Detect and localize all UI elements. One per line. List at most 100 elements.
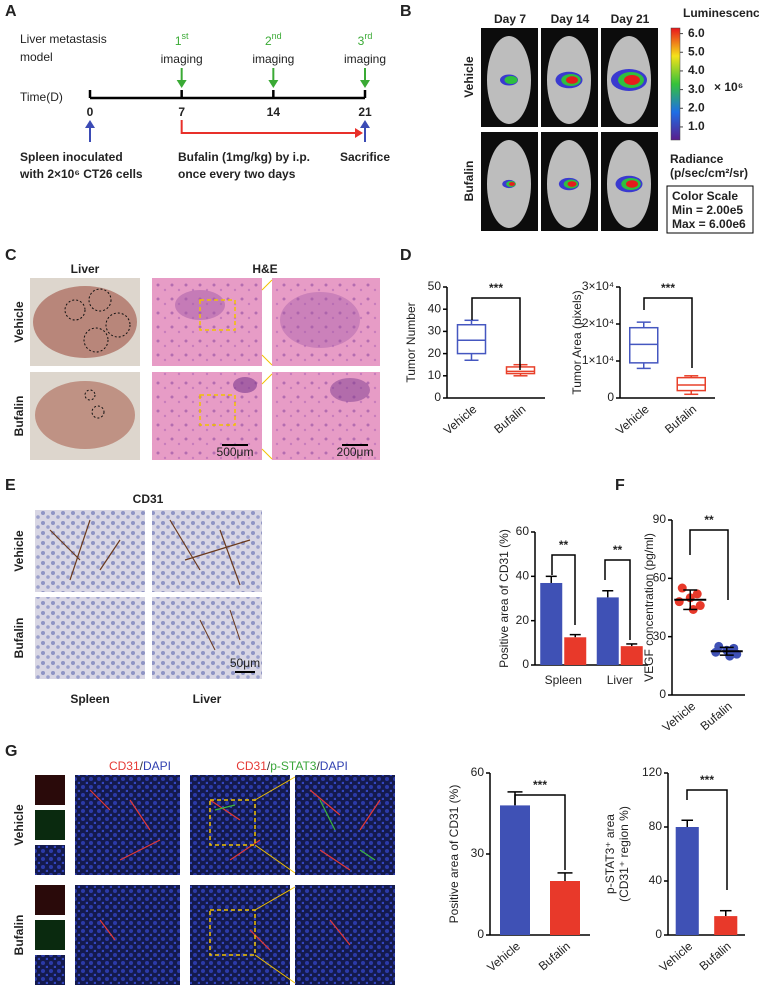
bar [564, 637, 587, 665]
he-images [152, 278, 380, 460]
bar [714, 916, 738, 935]
inoculation-text: Spleen inoculated [20, 150, 123, 164]
signal-core [509, 182, 515, 186]
y-tick-label: 0 [659, 687, 666, 701]
timeline-tick-label: 0 [87, 105, 94, 119]
image-title-part: p-STAT3 [270, 759, 317, 773]
significance-bracket [643, 297, 693, 368]
imaging-number: 1 [175, 34, 182, 48]
box [676, 376, 706, 392]
y-tick-label: 80 [649, 819, 663, 833]
scale-bar-label: 500μm [217, 445, 254, 459]
day-label: Day 14 [551, 12, 590, 26]
colorbar-title: Luminescence [683, 6, 759, 20]
x-tick-label: Vehicle [441, 402, 480, 438]
column-label: Liver [71, 262, 100, 276]
x-tick-label: Bufalin [662, 402, 699, 436]
colorbar [670, 27, 681, 141]
image-title-part: DAPI [143, 759, 171, 773]
imaging-label: 2nd [265, 31, 282, 48]
x-tick-label: Spleen [545, 673, 582, 687]
x-tick-label: Bufalin [536, 939, 573, 973]
treatment-text: once every two days [178, 167, 296, 181]
colorbar-tick-label: 6.0 [688, 26, 705, 40]
image-title-part: / [316, 759, 320, 773]
x-tick-label: Bufalin [697, 939, 734, 973]
significance-label: *** [700, 773, 714, 787]
event-arrowhead [85, 120, 95, 128]
imaging-text: imaging [252, 52, 294, 66]
box [629, 326, 659, 364]
day-label: Day 21 [611, 12, 650, 26]
y-tick-label: 0 [477, 927, 484, 941]
panel-label: C [5, 247, 17, 264]
colorbar-tick-label: 4.0 [688, 63, 705, 77]
y-tick-label: 20 [428, 346, 442, 360]
group-label: Bufalin [12, 618, 26, 659]
ihc-images [35, 510, 262, 679]
y-tick-label: 60 [471, 765, 485, 779]
group-label: Vehicle [12, 804, 26, 846]
box [456, 323, 487, 355]
scale-box-text: Color Scale [672, 189, 738, 203]
y-tick-label: 2×10⁴ [582, 316, 614, 330]
colorbar-tick-label: 5.0 [688, 44, 705, 58]
y-axis-label: Positive area of CD31 (%) [447, 785, 461, 924]
x-tick-label: Vehicle [613, 402, 652, 438]
bar [596, 597, 619, 665]
panel-label: G [5, 743, 17, 760]
significance-label: ** [613, 543, 623, 557]
colorbar-tick-label: 2.0 [688, 100, 705, 114]
y-tick-label: 40 [516, 569, 530, 583]
group-label: Vehicle [12, 530, 26, 572]
y-tick-label: 30 [428, 324, 442, 338]
y-tick-label: 40 [428, 301, 442, 315]
fluorescence-images [35, 775, 395, 985]
significance-bracket [514, 794, 566, 870]
significance-bracket [604, 559, 631, 640]
panel-label: F [615, 477, 625, 494]
x-tick-label: Vehicle [657, 939, 696, 975]
y-axis-label: Tumor Area (pixels) [570, 290, 584, 394]
colorbar-unit: Radiance [670, 152, 724, 166]
imaging-number: 2 [265, 34, 272, 48]
significance-label: *** [533, 778, 547, 792]
y-tick-label: 1×10⁴ [582, 353, 614, 367]
panel-label: E [5, 477, 16, 494]
imaging-arrowhead [176, 80, 187, 88]
imaging-number: 3 [358, 34, 365, 48]
image-title-part: / [267, 759, 271, 773]
group-label: Vehicle [462, 56, 476, 98]
image-title: CD31/DAPI [109, 759, 171, 773]
y-axis-label: p-STAT3⁺ area [603, 814, 617, 894]
scale-box-text: Max = 6.00e6 [672, 217, 746, 231]
significance-label: *** [661, 281, 675, 295]
colorbar-tick-label: 3.0 [688, 82, 705, 96]
y-tick-label: 10 [428, 368, 442, 382]
x-tick-label: Vehicle [660, 699, 699, 735]
panel-label: B [400, 3, 412, 20]
liver-images [30, 278, 140, 460]
signal-core [566, 76, 578, 84]
image-title-part: CD31 [109, 759, 140, 773]
imaging-text: imaging [344, 52, 386, 66]
group-label: Bufalin [12, 915, 26, 956]
imaging-arrowhead [268, 80, 279, 88]
significance-bracket [471, 297, 521, 370]
bar [675, 827, 699, 935]
panel-label: A [5, 3, 17, 20]
y-tick-label: 3×10⁴ [582, 279, 614, 293]
imaging-label: 3rd [358, 31, 373, 48]
timeline-tick-label: 14 [267, 105, 281, 119]
treatment-text: Bufalin (1mg/kg) by i.p. [178, 150, 310, 164]
image-title-part: / [140, 759, 144, 773]
bar [550, 881, 580, 935]
signal-core [624, 75, 640, 85]
sacrifice-text: Sacrifice [340, 150, 390, 164]
y-tick-label: 20 [516, 613, 530, 627]
group-label: Bufalin [12, 396, 26, 437]
y-axis-label: Tumor Number [404, 302, 418, 382]
colorbar-multiplier: × 10⁶ [714, 80, 743, 94]
image-title-part: DAPI [320, 759, 348, 773]
